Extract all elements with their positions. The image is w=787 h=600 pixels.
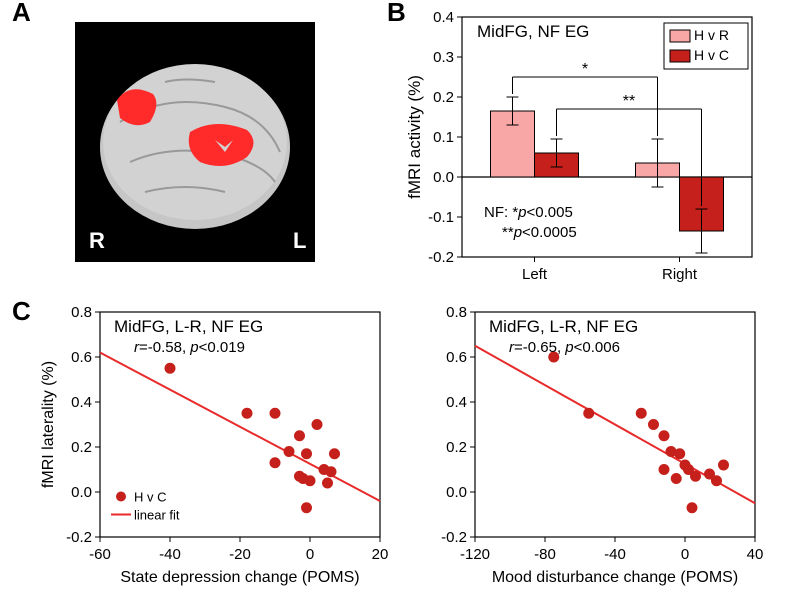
data-point (649, 420, 659, 430)
data-point (659, 465, 669, 475)
hemi-l-label: L (293, 228, 306, 253)
data-point (330, 449, 340, 459)
ytick-label: 0.6 (71, 349, 92, 366)
ytick-label: 0.8 (446, 304, 467, 321)
xtick-label: 0 (681, 546, 689, 563)
data-point (270, 408, 280, 418)
xtick-label: Left (522, 266, 548, 283)
chart-title: MidFG, NF EG (477, 22, 589, 41)
x-axis-label: State depression change (POMS) (120, 569, 359, 586)
xtick-label: -20 (229, 546, 251, 563)
ytick-label: 0.1 (433, 129, 454, 146)
chart-title: MidFG, L-R, NF EG (114, 317, 263, 336)
panel-c-right-chart: -0.2 0.0 0.2 0.4 0.6 0.8 -120 -80 -40 0 40 Mood dis… (410, 300, 780, 600)
fit-line (100, 353, 380, 502)
xtick-label: 0 (306, 546, 314, 563)
xtick-label: -120 (460, 546, 490, 563)
xtick-label: -40 (604, 546, 626, 563)
data-point (284, 447, 294, 457)
annotation-1: NF: *p<0.005 (484, 204, 573, 221)
legend-line-label: linear fit (134, 508, 180, 523)
panel-b-chart: -0.2 -0.1 0.0 0.1 0.2 0.3 0.4 fMRI activity (%)… (402, 2, 782, 302)
data-point (323, 478, 333, 488)
ytick-label: 0.0 (446, 484, 467, 501)
panel-a-brain: R L (75, 22, 315, 262)
annotation-2: **p<0.0005 (502, 224, 577, 241)
data-point (165, 363, 175, 373)
legend-point (116, 492, 126, 502)
xtick-label: 40 (747, 546, 764, 563)
data-point (719, 460, 729, 470)
xtick-label: -60 (89, 546, 111, 563)
xtick-label: -80 (534, 546, 556, 563)
ytick-label: -0.2 (441, 529, 467, 546)
ytick-label: 0.2 (71, 439, 92, 456)
ytick-label: 0.0 (71, 484, 92, 501)
ytick-label: 0.8 (71, 304, 92, 321)
data-point (302, 449, 312, 459)
data-point (712, 476, 722, 486)
ytick-label: 0.4 (71, 394, 92, 411)
panel-label-a: A (12, 0, 31, 28)
data-point (691, 471, 701, 481)
ytick-label: -0.2 (428, 249, 454, 266)
data-point (242, 408, 252, 418)
legend-label: H v C (694, 47, 729, 63)
data-point (302, 503, 312, 513)
stat-text: r=-0.58, p<0.019 (134, 339, 245, 356)
data-point (584, 408, 594, 418)
xtick-label: Right (662, 266, 698, 283)
data-point (270, 458, 280, 468)
xtick-label: -40 (159, 546, 181, 563)
data-point (659, 431, 669, 441)
sig-label: ** (623, 93, 635, 110)
hemi-r-label: R (89, 228, 105, 253)
activation-right-hemi (117, 89, 156, 125)
data-point (326, 467, 336, 477)
sig-label: * (582, 61, 588, 78)
legend-swatch (670, 30, 690, 42)
panel-c-left-chart: -0.2 0.0 0.2 0.4 0.6 0.8 -60 -40 -20 0 20 State dep… (35, 300, 405, 600)
ytick-label: 0.2 (433, 89, 454, 106)
xtick-label: 20 (372, 546, 389, 563)
y-axis-label: fMRI laterality (%) (40, 361, 57, 488)
data-point (671, 474, 681, 484)
legend-swatch (670, 50, 690, 62)
data-point (687, 503, 697, 513)
ytick-label: 0.4 (446, 394, 467, 411)
legend-label: H v R (694, 27, 729, 43)
y-axis-label: fMRI activity (%) (405, 75, 424, 199)
ytick-label: -0.2 (66, 529, 92, 546)
data-point (295, 431, 305, 441)
data-point (636, 408, 646, 418)
ytick-label: -0.1 (428, 209, 454, 226)
ytick-label: 0.2 (446, 439, 467, 456)
data-point (675, 449, 685, 459)
chart-title: MidFG, L-R, NF EG (489, 317, 638, 336)
legend-point-label: H v C (134, 490, 167, 505)
stat-text: r=-0.65, p<0.006 (509, 339, 620, 356)
ytick-label: 0.0 (433, 169, 454, 186)
data-point (312, 420, 322, 430)
ytick-label: 0.6 (446, 349, 467, 366)
panel-label-c: C (12, 296, 31, 327)
x-axis-label: Mood disturbance change (POMS) (492, 569, 738, 586)
data-point (305, 476, 315, 486)
ytick-label: 0.4 (433, 9, 454, 26)
ytick-label: 0.3 (433, 49, 454, 66)
